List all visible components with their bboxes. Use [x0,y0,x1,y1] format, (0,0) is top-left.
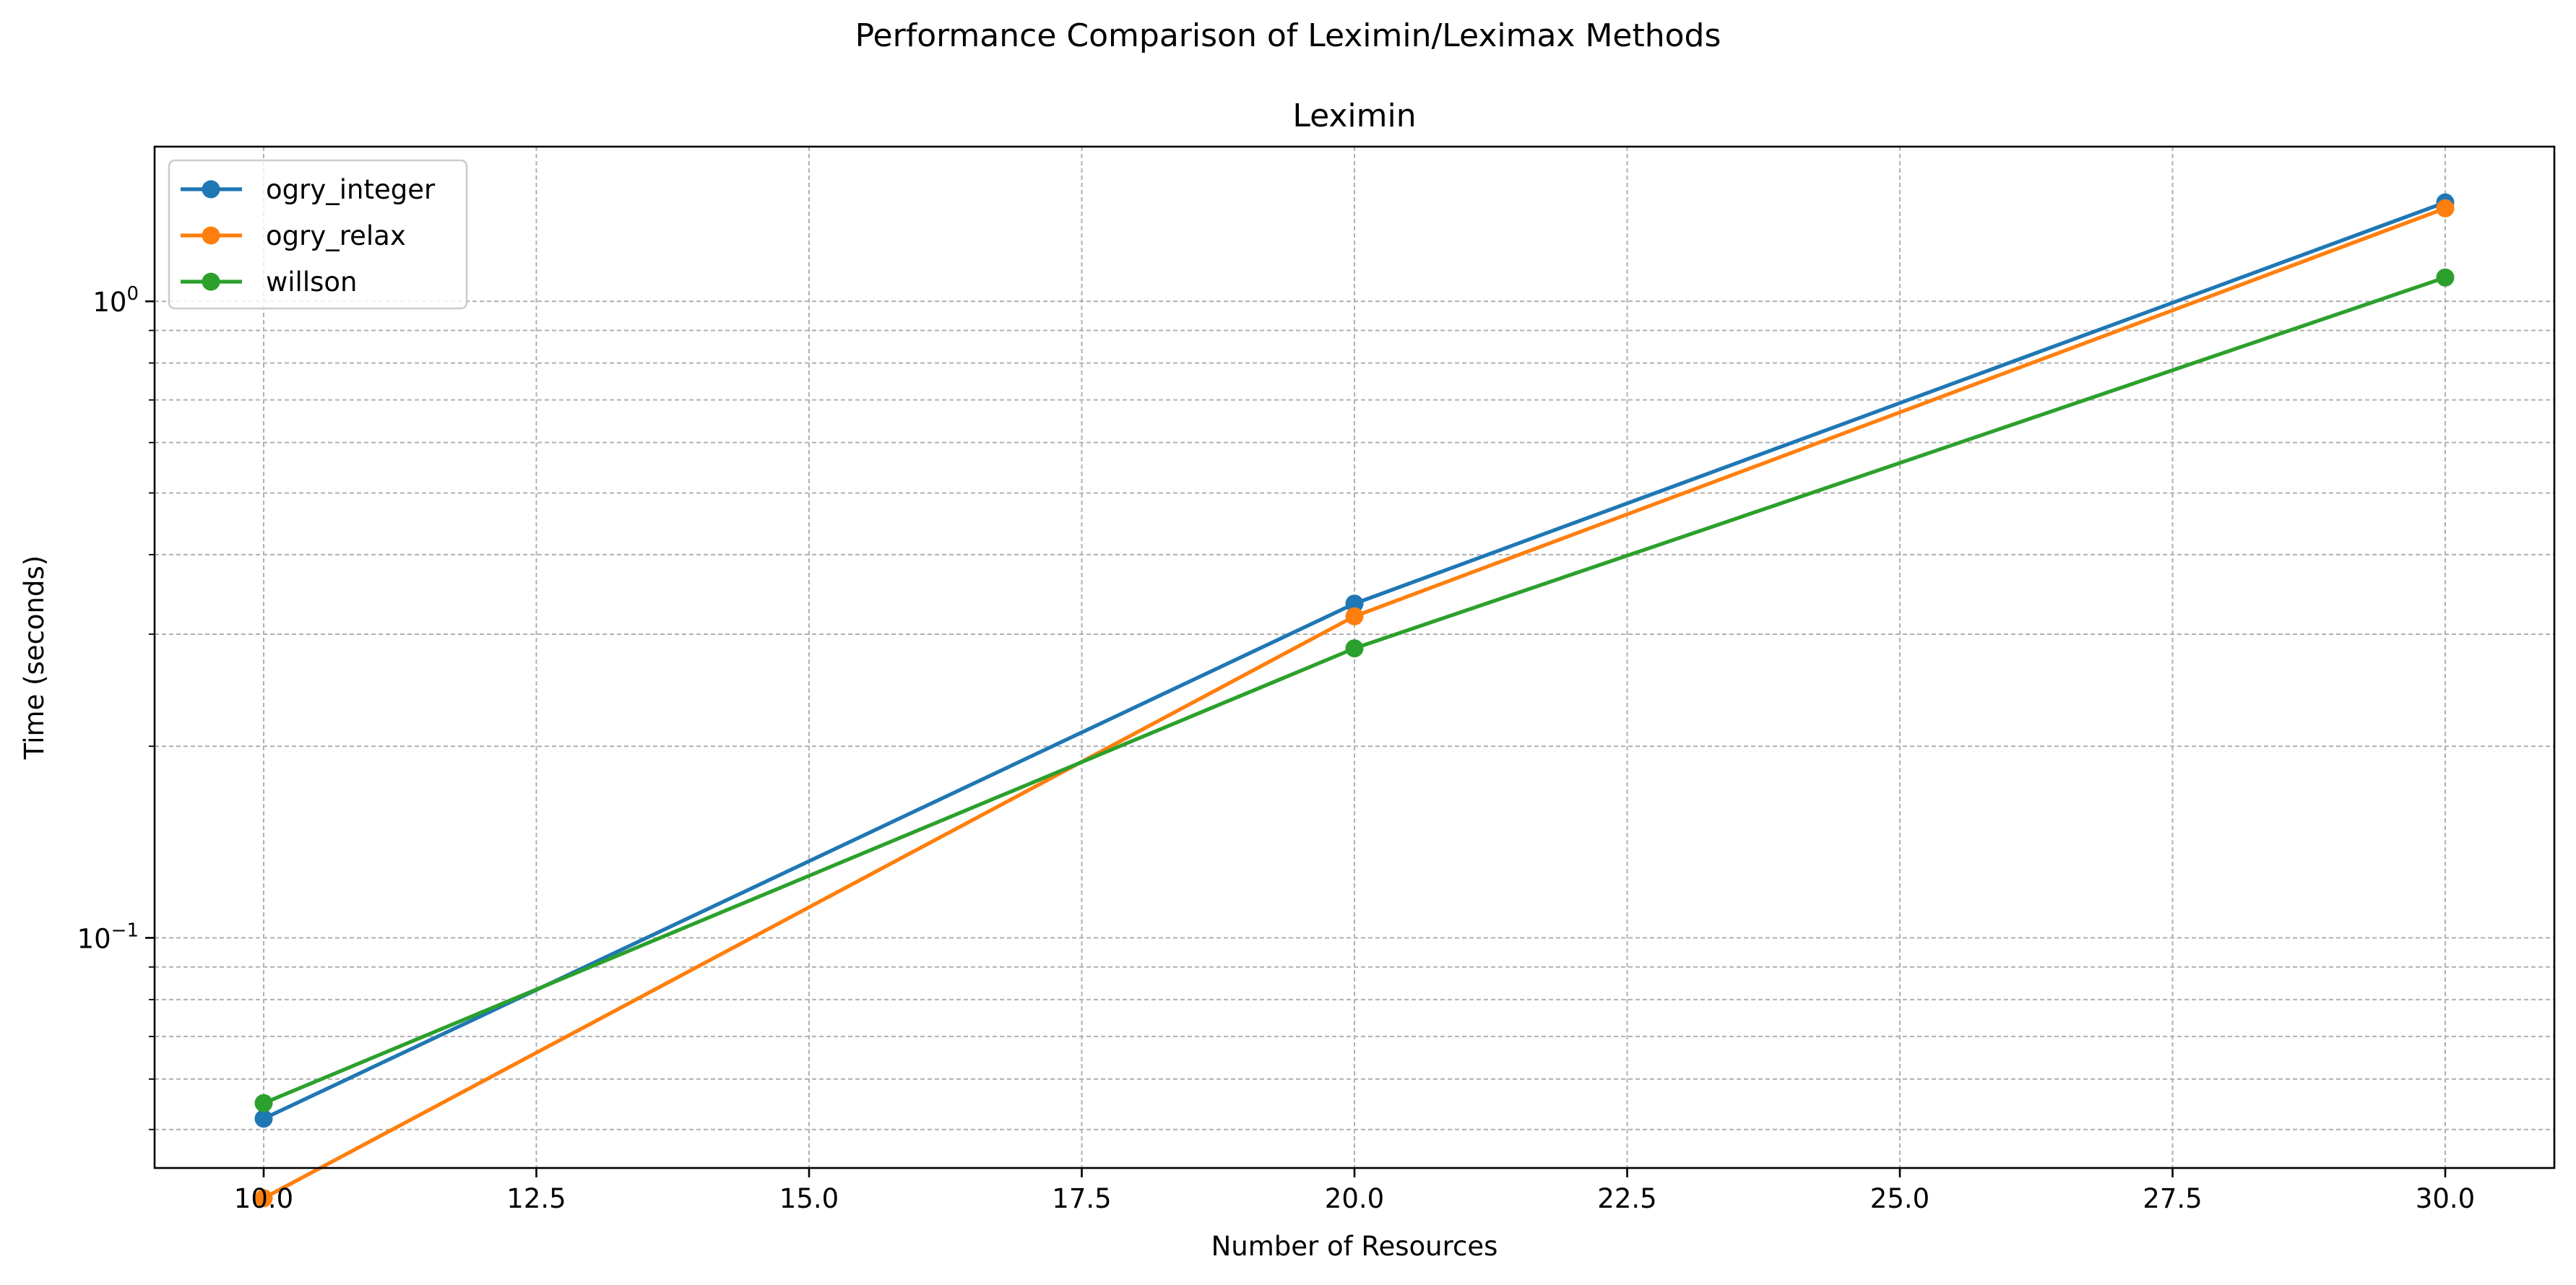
legend-marker-willson [202,272,220,291]
x-axis-label: Number of Resources [1211,1231,1498,1262]
x-tick-label: 12.5 [506,1183,566,1214]
legend-label-ogry-integer: ogry_integer [266,174,436,205]
data-point-ogry-integer [1345,594,1364,613]
data-point-ogry-relax [254,1189,273,1208]
x-tick-label: 25.0 [1870,1183,1929,1214]
x-axis: 10.0 12.5 15.0 17.5 20.0 22.5 25.0 27.5 30.0 [234,1168,2475,1214]
data-point-willson [2436,268,2455,287]
x-tick-label: 30.0 [2416,1183,2475,1214]
x-tick-label: 22.5 [1597,1183,1656,1214]
x-tick-label: 20.0 [1325,1183,1384,1214]
grid [155,147,2554,1168]
legend-label-willson: willson [266,267,357,298]
figure-suptitle: Performance Comparison of Leximin/Lexima… [855,17,1721,54]
data-point-ogry-relax [1345,607,1364,626]
x-tick-label: 27.5 [2143,1183,2202,1214]
y-axis-label: Time (seconds) [19,555,50,760]
data-point-willson [254,1094,273,1112]
y-tick-label: 10−1 [77,920,139,954]
legend-box [168,159,468,310]
y-tick-label: 100 [92,283,139,318]
legend-label-ogry-relax: ogry_relax [266,220,406,251]
chart-title: Leximin [1292,98,1416,134]
data-point-ogry-relax [2436,199,2455,217]
x-tick-label: 17.5 [1052,1183,1111,1214]
series-lines [254,193,2455,1208]
x-tick-label: 10.0 [234,1183,293,1214]
data-point-willson [1345,639,1364,658]
y-axis: 10−1 100 [77,283,155,1130]
legend-marker-ogry-integer [202,180,220,199]
legend-marker-ogry-relax [202,226,220,245]
data-point-ogry-integer [254,1109,273,1128]
x-tick-label: 15.0 [779,1183,839,1214]
